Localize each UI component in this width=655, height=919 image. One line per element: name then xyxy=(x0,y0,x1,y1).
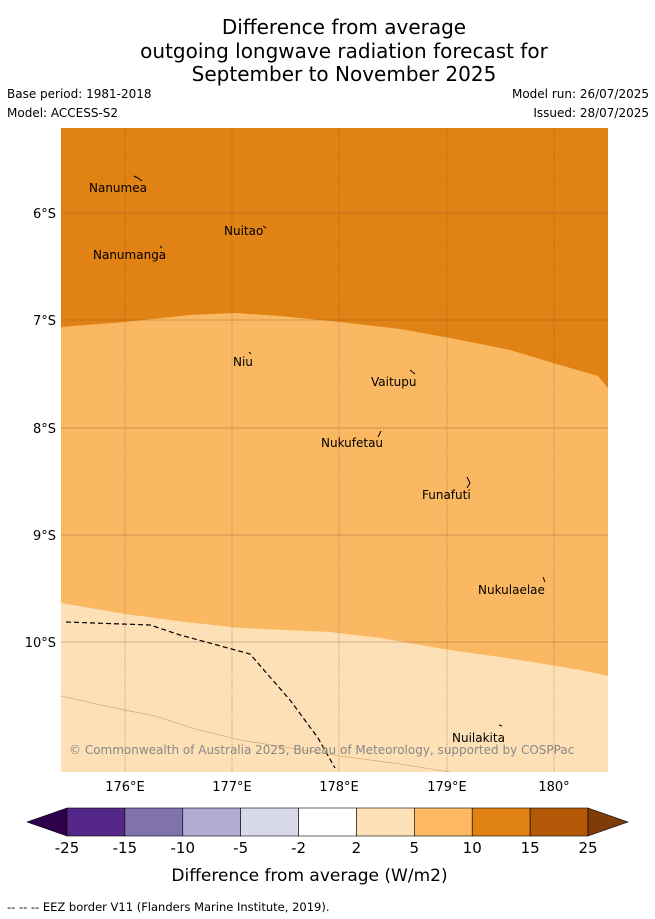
chart-title: Difference from average outgoing longwav… xyxy=(0,15,655,87)
colorbar-segment xyxy=(414,807,473,837)
colorbar-label: Difference from average (W/m2) xyxy=(171,866,448,886)
colorbar-tick-label: 15 xyxy=(521,839,540,857)
colorbar-tick-label: 5 xyxy=(410,839,420,857)
colorbar-segment xyxy=(471,807,531,837)
title-line-3: September to November 2025 xyxy=(191,62,497,86)
lat-label-7s: 7°S xyxy=(33,314,56,329)
colorbar-segment xyxy=(182,807,241,837)
lat-label-9s: 9°S xyxy=(33,529,56,544)
lon-label-177e: 177°E xyxy=(212,780,252,795)
lat-label-6s: 6°S xyxy=(33,207,56,222)
model-name: Model: ACCESS-S2 xyxy=(7,106,119,120)
island-shapes xyxy=(133,175,546,727)
copyright-notice: © Commonwealth of Australia 2025, Bureau… xyxy=(69,743,574,757)
place-label-nukufetau: Nukufetau xyxy=(321,436,383,450)
title-line-2: outgoing longwave radiation forecast for xyxy=(140,38,548,63)
colorbar-segment xyxy=(240,807,299,837)
colorbar-tick-label: 10 xyxy=(463,839,482,857)
lon-label-176e: 176°E xyxy=(105,780,145,795)
title-line-1: Difference from average xyxy=(221,15,467,39)
colorbar-tick-label: -2 xyxy=(291,839,306,857)
lat-label-10s: 10°S xyxy=(25,636,56,651)
forecast-map: Nanumea Nuitao Nanumanga Niu Vaitupu Nuk… xyxy=(25,128,608,795)
colorbar-tick-label: -5 xyxy=(233,839,248,857)
colorbar-tick-label: 2 xyxy=(352,839,362,857)
issued-date: Issued: 28/07/2025 xyxy=(533,106,649,120)
lon-label-179e: 179°E xyxy=(427,780,467,795)
place-label-nanumea: Nanumea xyxy=(89,181,147,195)
place-label-vaitupu: Vaitupu xyxy=(371,375,417,389)
colorbar-segment xyxy=(66,807,126,837)
colorbar-segment xyxy=(356,807,415,837)
colorbar-arrow-high xyxy=(587,807,629,837)
colorbar-tick-label: 25 xyxy=(578,839,597,857)
model-run: Model run: 26/07/2025 xyxy=(511,87,649,101)
colorbar-arrow-low xyxy=(26,807,68,837)
place-label-nuilakita: Nuilakita xyxy=(452,731,505,745)
place-label-funafuti: Funafuti xyxy=(422,488,471,502)
base-period: Base period: 1981-2018 xyxy=(7,87,152,101)
eez-legend-text: -- -- -- EEZ border V11 (Flanders Marine… xyxy=(7,900,330,914)
place-label-nanumanga: Nanumanga xyxy=(93,248,166,262)
colorbar-tick-label: -15 xyxy=(113,839,138,857)
place-label-nuitao: Nuitao xyxy=(224,224,263,238)
colorbar-tick-label: -25 xyxy=(55,839,80,857)
place-label-nukulaelae: Nukulaelae xyxy=(478,583,545,597)
colorbar-segment xyxy=(298,807,357,837)
colorbar-segment xyxy=(124,807,184,837)
lon-label-178e: 178°E xyxy=(319,780,359,795)
graticule xyxy=(124,128,555,772)
eez-border-line xyxy=(65,621,336,769)
colorbar-segment xyxy=(529,807,589,837)
colorbar-tick-label: -10 xyxy=(171,839,196,857)
lat-label-8s: 8°S xyxy=(33,422,56,437)
place-label-niu: Niu xyxy=(233,355,253,369)
lon-label-180: 180° xyxy=(538,780,569,795)
